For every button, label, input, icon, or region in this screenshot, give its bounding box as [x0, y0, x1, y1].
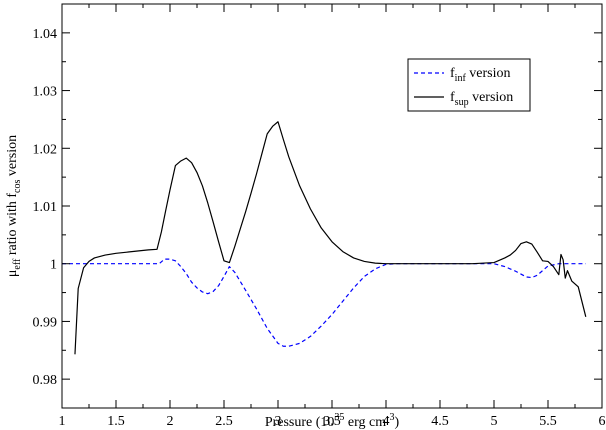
x-tick-label: 5 [491, 414, 498, 429]
x-tick-label: 6 [599, 414, 606, 429]
series-line-f-sup [74, 121, 587, 355]
y-tick-label: 1.04 [33, 27, 58, 42]
y-tick-label: 0.99 [33, 315, 58, 330]
y-tick-label: 1.02 [33, 142, 58, 157]
x-tick-label: 3.5 [323, 414, 341, 429]
y-tick-label: 0.98 [33, 373, 58, 388]
x-axis-label: Pressure (1035 erg cm-3) [265, 412, 400, 430]
plot-frame [61, 3, 603, 409]
x-tick-label: 1 [59, 414, 66, 429]
x-tick-label: 3 [275, 414, 282, 429]
x-tick-label: 4.5 [431, 414, 449, 429]
legend: finf version fsup version [407, 58, 531, 112]
x-tick-label: 5.5 [539, 414, 557, 429]
x-tick-label: 4 [383, 414, 390, 429]
y-axis-label: μeff ratio with fcos version [5, 135, 23, 277]
y-tick-label: 1.01 [33, 200, 58, 215]
x-tick-label: 2.5 [215, 414, 233, 429]
y-tick-label: 1 [50, 258, 57, 273]
legend-box [407, 58, 531, 112]
legend-label-sup: fsup version [450, 90, 513, 108]
x-tick-label: 1.5 [107, 414, 125, 429]
x-tick-label: 2 [167, 414, 174, 429]
series-layer [62, 121, 587, 355]
legend-label-inf: finf version [450, 66, 511, 84]
series-line-f-inf [62, 258, 586, 347]
y-tick-label: 1.03 [33, 85, 58, 100]
tick-layer: 1 1.5 2 2.5 3 3.5 4 4.5 5 5.5 6 0.98 0.99 1 1.01 1.02 1.… [33, 3, 606, 429]
